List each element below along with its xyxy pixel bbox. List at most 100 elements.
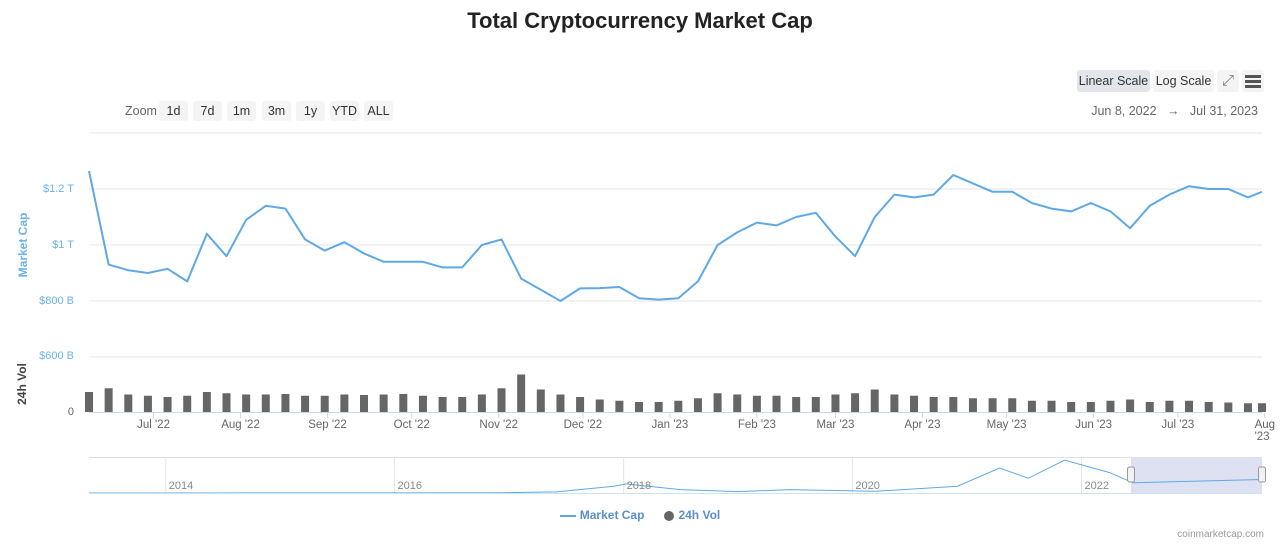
volume-bar xyxy=(1224,402,1233,412)
navigator-tick-label: 2016 xyxy=(397,480,423,492)
y-tick-label: $1 T xyxy=(52,239,74,251)
navigator-handle[interactable] xyxy=(1127,466,1136,483)
volume-bar xyxy=(183,395,192,412)
volume-bar xyxy=(281,394,290,412)
volume-bar xyxy=(379,394,388,412)
volume-bar xyxy=(792,397,801,412)
volume-bar xyxy=(104,388,113,412)
navigator-tick-label: 2020 xyxy=(855,480,880,492)
zoom-all-button[interactable]: ALL xyxy=(364,101,393,121)
x-tick-label: Mar '23 xyxy=(816,419,855,431)
volume-bar xyxy=(831,394,840,412)
navigator-handle[interactable] xyxy=(1258,466,1266,483)
zoom-1m-button[interactable]: 1m xyxy=(227,101,256,121)
x-tick-label: Aug '22 xyxy=(221,419,260,431)
volume-bar xyxy=(674,400,683,412)
vol-y-tick-label: 0 xyxy=(67,406,74,418)
arrow-icon: → xyxy=(1166,104,1180,118)
volume-bar xyxy=(988,398,997,412)
date-from[interactable]: Jun 8, 2022 xyxy=(1091,104,1157,118)
x-tick-label: Dec '22 xyxy=(563,419,603,431)
volume-bar xyxy=(615,400,624,412)
volume-bar xyxy=(1008,398,1017,412)
zoom-ytd-button[interactable]: YTD xyxy=(330,101,359,121)
volume-bar xyxy=(320,395,329,412)
zoom-1y-button[interactable]: 1y xyxy=(296,101,325,121)
volume-bar xyxy=(1165,400,1174,412)
navigator-tick-label: 2014 xyxy=(168,480,194,492)
volume-bar xyxy=(301,395,310,412)
volume-bar xyxy=(477,394,486,412)
volume-bar xyxy=(595,399,604,412)
y-tick-label: $600 B xyxy=(39,350,74,362)
volume-bar xyxy=(635,402,644,412)
line-marker-icon xyxy=(559,514,576,517)
y-axis-title-market-cap: Market Cap xyxy=(16,212,30,278)
legend: Market Cap 24h Vol xyxy=(0,508,1280,522)
credit[interactable]: coinmarketcap.com xyxy=(1177,529,1264,540)
y-tick-label: $1.2 T xyxy=(43,183,74,195)
volume-bar xyxy=(163,397,172,412)
date-to[interactable]: Jul 31, 2023 xyxy=(1189,104,1258,118)
volume-bar xyxy=(438,397,447,412)
volume-bar xyxy=(851,393,860,412)
zoom-7d-button[interactable]: 7d xyxy=(193,101,222,121)
volume-bar xyxy=(202,392,211,412)
x-tick-label: Jun '23 xyxy=(1075,419,1112,431)
zoom-label: Zoom xyxy=(125,104,157,118)
volume-bar xyxy=(497,388,506,412)
x-tick-label: Nov '22 xyxy=(479,419,519,431)
circle-marker-icon xyxy=(664,510,675,521)
x-tick-label: Apr '23 xyxy=(904,419,941,431)
expand-icon[interactable]: ⤢ xyxy=(1217,70,1239,92)
volume-bar xyxy=(772,395,781,412)
legend-item-market-cap[interactable]: Market Cap xyxy=(559,508,644,522)
x-tick-label: Sep '22 xyxy=(308,419,347,431)
hamburger-menu-icon[interactable] xyxy=(1242,70,1264,92)
volume-bar xyxy=(733,394,742,412)
x-tick-label: Jul '23 xyxy=(1161,419,1195,431)
volume-bar xyxy=(418,395,427,412)
volume-bar xyxy=(85,392,93,412)
log-scale-button[interactable]: Log Scale xyxy=(1153,70,1214,92)
volume-bar xyxy=(890,394,899,412)
date-range: Jun 8, 2022 → Jul 31, 2023 xyxy=(1091,104,1258,118)
linear-scale-button[interactable]: Linear Scale xyxy=(1077,70,1150,92)
navigator-selection xyxy=(1131,458,1262,493)
x-tick-label: Oct '22 xyxy=(393,419,430,431)
navigator-tick-label: 2018 xyxy=(626,480,652,492)
volume-bar xyxy=(458,397,467,412)
volume-bar xyxy=(1204,402,1213,412)
x-tick-label: Jul '22 xyxy=(137,419,170,431)
volume-bar xyxy=(1243,403,1252,412)
navigator-tick-label: 2022 xyxy=(1084,480,1109,492)
y-tick-label: $800 B xyxy=(39,295,74,307)
volume-bar xyxy=(1126,399,1135,412)
volume-bar xyxy=(1086,402,1095,412)
volume-bar xyxy=(576,397,585,412)
volume-bar xyxy=(870,389,879,412)
volume-bar xyxy=(1185,400,1194,412)
x-tick-label: Feb '23 xyxy=(737,419,776,431)
zoom-3m-button[interactable]: 3m xyxy=(262,101,291,121)
volume-bar xyxy=(1047,400,1056,412)
volume-bar xyxy=(1027,400,1036,412)
volume-bar xyxy=(1067,402,1076,412)
legend-item-24h-vol[interactable]: 24h Vol xyxy=(664,508,720,522)
volume-bar xyxy=(143,395,152,412)
volume-bar xyxy=(1258,403,1266,412)
volume-bar xyxy=(340,394,349,412)
volume-bar xyxy=(360,395,369,412)
zoom-1d-button[interactable]: 1d xyxy=(159,101,188,121)
chart-title: Total Cryptocurrency Market Cap xyxy=(467,8,813,33)
y-axis-title-volume: 24h Vol xyxy=(15,363,29,405)
volume-bar xyxy=(556,394,565,412)
market-cap-line xyxy=(88,170,1263,302)
volume-bar xyxy=(124,394,133,412)
volume-bar xyxy=(261,394,270,412)
volume-bar xyxy=(1145,402,1154,412)
volume-bar xyxy=(222,393,231,412)
volume-bar xyxy=(811,397,820,412)
volume-bar xyxy=(693,398,702,412)
